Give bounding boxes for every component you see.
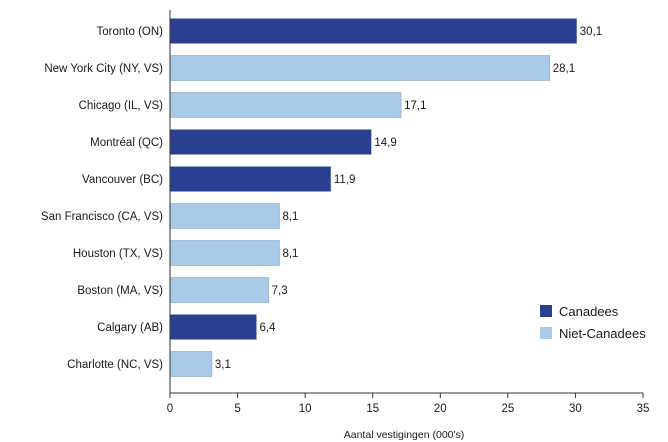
bar [169, 240, 280, 266]
bar [169, 166, 332, 192]
category-label: Calgary (AB) [97, 322, 163, 334]
category-label: Vancouver (BC) [82, 174, 163, 186]
x-axis-title: Aantal vestigingen (000's) [344, 429, 465, 441]
x-tick-label: 20 [434, 403, 447, 415]
category-label: Boston (MA, VS) [77, 285, 163, 297]
legend-swatch [540, 305, 552, 317]
bar [169, 92, 402, 118]
bar [169, 203, 280, 229]
data-label: 6,4 [259, 322, 276, 334]
x-tick-label: 10 [299, 403, 312, 415]
data-label: 3,1 [215, 359, 231, 371]
bar [169, 129, 372, 155]
data-label: 14,9 [374, 137, 396, 149]
legend-label: Canadees [559, 304, 619, 319]
data-label: 8,1 [282, 248, 298, 260]
bar [169, 277, 269, 303]
category-label: Chicago (IL, VS) [79, 100, 164, 112]
data-label: 17,1 [404, 100, 426, 112]
bar [169, 18, 578, 44]
data-label: 28,1 [553, 63, 575, 75]
category-label: Charlotte (NC, VS) [67, 359, 163, 371]
x-tick-label: 5 [234, 403, 240, 415]
x-tick-label: 15 [366, 403, 379, 415]
data-label: 8,1 [282, 211, 298, 223]
category-label: Houston (TX, VS) [73, 248, 163, 260]
bar [169, 55, 551, 81]
bar [169, 351, 213, 377]
x-axis: 0 5 10 15 20 25 30 35 [167, 392, 650, 415]
category-label: Montréal (QC) [90, 137, 163, 149]
bar [169, 314, 257, 340]
data-label: 30,1 [580, 26, 602, 38]
data-label: 7,3 [272, 285, 288, 297]
legend-label: Niet-Canadees [559, 326, 646, 341]
x-tick-label: 30 [569, 403, 582, 415]
bars-layer: Toronto (ON) 30,1 New York City (NY, VS) 28… [41, 10, 602, 393]
legend-swatch [540, 327, 552, 339]
x-tick-label: 25 [501, 403, 514, 415]
category-label: San Francisco (CA, VS) [41, 211, 163, 223]
x-tick-label: 35 [637, 403, 650, 415]
x-tick-label: 0 [167, 403, 173, 415]
legend: Canadees Niet-Canadees [540, 304, 646, 341]
category-label: New York City (NY, VS) [44, 63, 163, 75]
category-label: Toronto (ON) [97, 26, 164, 38]
data-label: 11,9 [334, 174, 356, 186]
